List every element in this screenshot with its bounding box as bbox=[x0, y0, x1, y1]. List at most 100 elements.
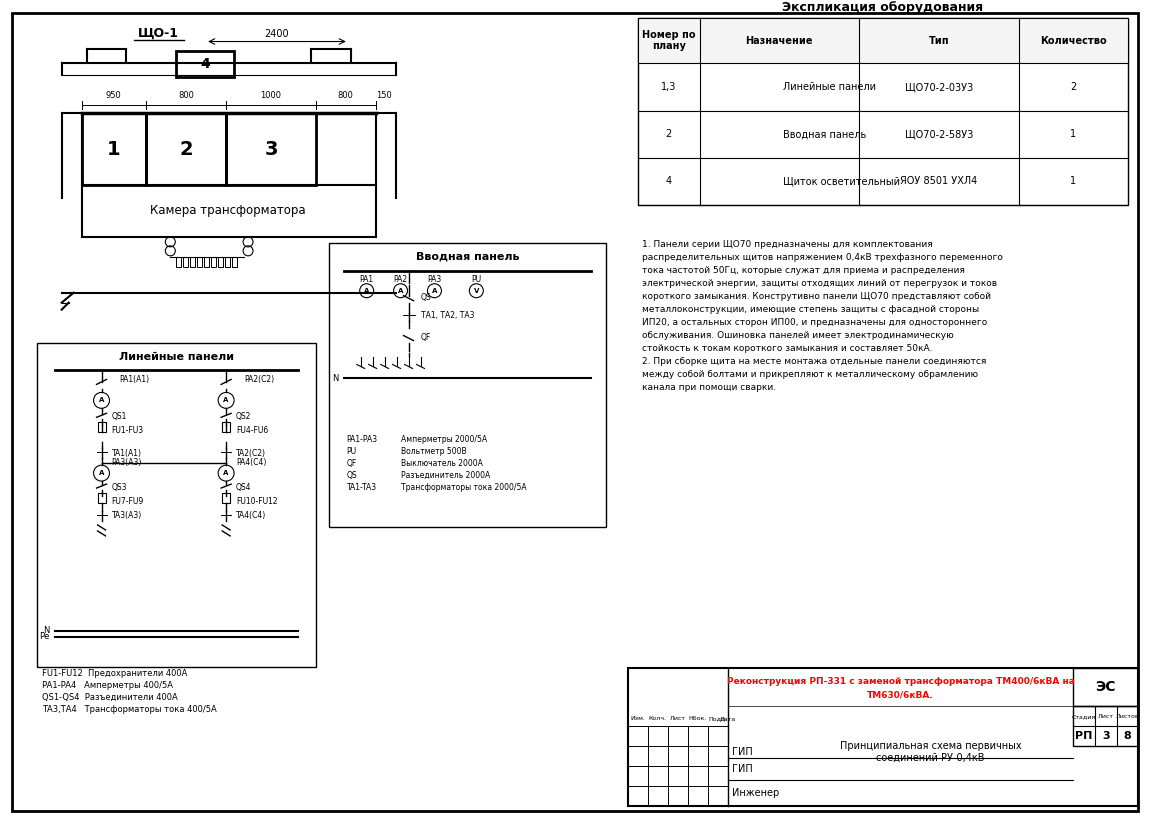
Text: 800: 800 bbox=[178, 91, 194, 100]
Text: Трансформаторы тока 2000/5А: Трансформаторы тока 2000/5А bbox=[400, 483, 527, 492]
Text: Линейные панели: Линейные панели bbox=[118, 351, 233, 361]
Text: 1,3: 1,3 bbox=[661, 82, 676, 92]
Text: 2: 2 bbox=[666, 129, 672, 140]
Text: QS1-QS4  Разъединители 400А: QS1-QS4 Разъединители 400А bbox=[41, 693, 177, 702]
Text: Линейные панели: Линейные панели bbox=[783, 82, 876, 92]
Text: стойкость к токам короткого замыкания и составляет 50кА.: стойкость к токам короткого замыкания и … bbox=[642, 344, 933, 353]
Text: Выключатель 2000А: Выключатель 2000А bbox=[400, 459, 483, 468]
Text: PA2(C2): PA2(C2) bbox=[244, 375, 274, 384]
Bar bbox=[146, 113, 227, 185]
Text: PA3: PA3 bbox=[428, 275, 442, 284]
Text: Колч.: Колч. bbox=[649, 716, 667, 721]
Text: электрической энергии, защиты отходящих линий от перегрузок и токов: электрической энергии, защиты отходящих … bbox=[642, 279, 997, 288]
Text: QF: QF bbox=[347, 459, 356, 468]
Text: ЩО70-2-03У3: ЩО70-2-03У3 bbox=[905, 82, 973, 92]
Bar bbox=[190, 257, 196, 267]
Text: N: N bbox=[332, 374, 339, 383]
Text: Камера трансформатора: Камера трансформатора bbox=[151, 204, 306, 218]
Bar bbox=[218, 257, 223, 267]
Text: PA2: PA2 bbox=[393, 275, 407, 284]
Bar bbox=[82, 185, 376, 237]
Bar bbox=[205, 257, 209, 267]
Bar bbox=[98, 493, 106, 503]
Text: Подп.: Подп. bbox=[708, 716, 727, 721]
Text: TA1(A1): TA1(A1) bbox=[112, 449, 141, 457]
Text: V: V bbox=[474, 287, 480, 294]
Text: PU: PU bbox=[347, 447, 356, 456]
Text: Изм.: Изм. bbox=[630, 716, 645, 721]
Text: Щиток осветительный: Щиток осветительный bbox=[783, 177, 900, 186]
Text: 2: 2 bbox=[179, 140, 193, 158]
Text: 2. При сборке щита на месте монтажа отдельные панели соединяются: 2. При сборке щита на месте монтажа отде… bbox=[642, 357, 987, 366]
Bar bbox=[82, 113, 146, 185]
Text: Листов: Листов bbox=[1116, 713, 1140, 719]
Text: 4: 4 bbox=[200, 57, 210, 71]
Text: 150: 150 bbox=[376, 91, 391, 100]
Text: ЩО-1: ЩО-1 bbox=[138, 27, 179, 40]
Bar bbox=[197, 257, 202, 267]
Text: PA4(C4): PA4(C4) bbox=[236, 457, 267, 466]
Bar bbox=[176, 52, 235, 77]
Bar bbox=[222, 422, 230, 433]
Text: Амперметры 2000/5А: Амперметры 2000/5А bbox=[400, 435, 486, 443]
Bar bbox=[37, 342, 316, 667]
Text: ЯОУ 8501 УХЛ4: ЯОУ 8501 УХЛ4 bbox=[900, 177, 978, 186]
Bar bbox=[222, 493, 230, 503]
Text: 950: 950 bbox=[106, 91, 122, 100]
Text: тока частотой 50Гц, которые служат для приема и распределения: тока частотой 50Гц, которые служат для п… bbox=[642, 266, 965, 275]
Text: FU7-FU9: FU7-FU9 bbox=[112, 497, 144, 506]
Text: Лист: Лист bbox=[1098, 713, 1114, 719]
Text: ТА3,ТА4   Трансформаторы тока 400/5А: ТА3,ТА4 Трансформаторы тока 400/5А bbox=[41, 705, 216, 714]
Text: обслуживания. Ошиновка панелей имеет электродинамическую: обслуживания. Ошиновка панелей имеет эле… bbox=[642, 331, 953, 340]
Text: ИП20, а остальных сторон ИП00, и предназначены для одностороннего: ИП20, а остальных сторон ИП00, и предназ… bbox=[642, 318, 987, 327]
Text: между собой болтами и прикрепляют к металлическому обрамлению: между собой болтами и прикрепляют к мета… bbox=[642, 370, 978, 379]
Text: A: A bbox=[99, 470, 105, 476]
Text: Лист: Лист bbox=[669, 716, 685, 721]
Text: 1: 1 bbox=[1071, 129, 1076, 140]
Text: 3: 3 bbox=[1102, 732, 1110, 741]
Text: QS: QS bbox=[421, 293, 431, 302]
Text: 4: 4 bbox=[666, 177, 672, 186]
Text: FU10-FU12: FU10-FU12 bbox=[236, 497, 277, 506]
Text: Ре: Ре bbox=[39, 632, 49, 641]
Text: A: A bbox=[365, 287, 369, 294]
Text: Стадия: Стадия bbox=[1072, 713, 1096, 719]
Text: металлоконструкции, имеющие степень защиты с фасадной стороны: металлоконструкции, имеющие степень защи… bbox=[642, 305, 979, 314]
Text: 1: 1 bbox=[1071, 177, 1076, 186]
Text: QS3: QS3 bbox=[112, 483, 126, 492]
Text: Принципиальная схема первичных
соединений РУ-0,4кВ: Принципиальная схема первичных соединени… bbox=[840, 741, 1021, 763]
Text: Тип: Тип bbox=[928, 35, 949, 45]
Text: Реконструкция РП-331 с заменой трансформатора ТМ400/6кВА на: Реконструкция РП-331 с заменой трансформ… bbox=[727, 677, 1074, 686]
Bar bbox=[176, 257, 182, 267]
Bar bbox=[728, 668, 1073, 706]
Bar bbox=[227, 113, 316, 185]
Text: 800: 800 bbox=[338, 91, 354, 100]
Text: короткого замыкания. Конструтивно панели ЩО70 представляют собой: короткого замыкания. Конструтивно панели… bbox=[642, 292, 991, 301]
Text: TA2(C2): TA2(C2) bbox=[236, 449, 266, 457]
Text: Инженер: Инженер bbox=[733, 788, 780, 798]
Text: Нδок.: Нδок. bbox=[689, 716, 707, 721]
Text: A: A bbox=[398, 287, 404, 294]
Text: QF: QF bbox=[421, 333, 431, 342]
Text: A: A bbox=[223, 397, 229, 403]
Text: FU4-FU6: FU4-FU6 bbox=[236, 426, 268, 435]
Text: N: N bbox=[44, 626, 49, 635]
Text: TA1-TA3: TA1-TA3 bbox=[347, 483, 377, 492]
Text: 2400: 2400 bbox=[264, 29, 290, 39]
Text: Экспликация оборудования: Экспликация оборудования bbox=[782, 1, 983, 14]
Text: 1: 1 bbox=[107, 140, 121, 158]
Bar bbox=[212, 257, 216, 267]
Text: FU1-FU12  Предохранители 400А: FU1-FU12 Предохранители 400А bbox=[41, 669, 187, 678]
Text: 1. Панели серии ЩО70 предназначены для комплектования: 1. Панели серии ЩО70 предназначены для к… bbox=[642, 241, 933, 250]
Text: ЩО70-2-58У3: ЩО70-2-58У3 bbox=[905, 129, 973, 140]
Text: ТА1, ТА2, ТА3: ТА1, ТА2, ТА3 bbox=[421, 311, 474, 320]
Bar bbox=[1073, 706, 1138, 746]
Text: Вводная панель: Вводная панель bbox=[783, 129, 867, 140]
Text: канала при помощи сварки.: канала при помощи сварки. bbox=[642, 383, 776, 392]
Text: Разъединитель 2000А: Разъединитель 2000А bbox=[400, 470, 490, 479]
Text: QS1: QS1 bbox=[112, 412, 126, 421]
Text: PA1(A1): PA1(A1) bbox=[120, 375, 150, 384]
Text: QS2: QS2 bbox=[236, 412, 252, 421]
Bar bbox=[98, 422, 106, 433]
Text: PA1: PA1 bbox=[360, 275, 374, 284]
